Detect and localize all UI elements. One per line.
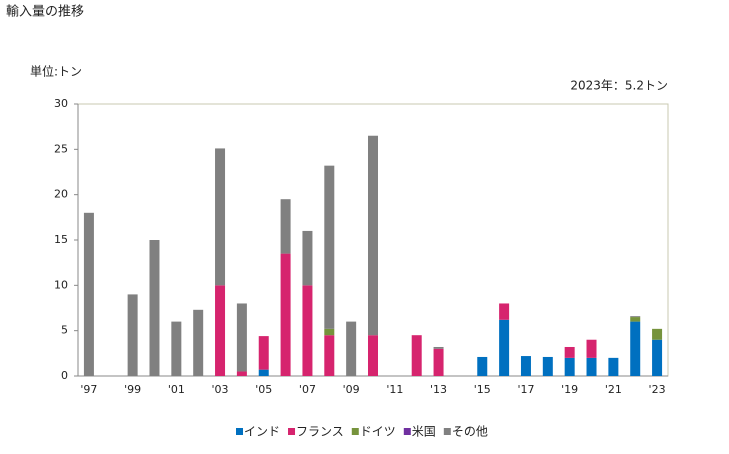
bar-segment xyxy=(258,369,269,376)
bar-segment xyxy=(236,303,247,372)
y-tick-label: 25 xyxy=(54,142,68,155)
bar-segment xyxy=(433,348,444,376)
bar-segment xyxy=(324,328,335,336)
x-tick-label: '07 xyxy=(299,383,316,396)
bar-segment xyxy=(608,357,619,376)
bar-segment xyxy=(520,356,531,376)
x-tick-label: '21 xyxy=(605,383,622,396)
bar-segment xyxy=(499,319,510,376)
bar-segment xyxy=(149,240,160,376)
bar-segment xyxy=(630,321,641,376)
bar-segment xyxy=(652,339,663,376)
bar-segment xyxy=(215,285,226,376)
x-tick-label: '03 xyxy=(212,383,229,396)
bar-segment xyxy=(368,135,378,336)
legend-swatch xyxy=(403,428,411,435)
bar-segment xyxy=(346,321,357,376)
chart-title: 輸入量の推移 xyxy=(6,5,84,20)
y-tick-label: 30 xyxy=(54,97,68,110)
bar-segment xyxy=(368,335,378,376)
bar-segment xyxy=(193,309,204,376)
bar-segment xyxy=(236,371,247,376)
annotation: 2023年：5.2トン xyxy=(570,79,668,93)
bar-segment xyxy=(302,285,313,376)
bar-segment xyxy=(652,328,663,340)
x-tick-label: '09 xyxy=(343,383,360,396)
x-tick-label: '05 xyxy=(255,383,272,396)
bar-segment xyxy=(411,335,422,376)
x-tick-label: '19 xyxy=(561,383,578,396)
legend-label: インド xyxy=(244,425,280,439)
bar-segment xyxy=(302,230,313,286)
bar-segment xyxy=(564,357,575,376)
bar-segment xyxy=(280,199,291,254)
legend-label: フランス xyxy=(296,425,344,439)
y-tick-label: 20 xyxy=(54,188,68,201)
bar-segment xyxy=(324,165,335,329)
bar-segment xyxy=(280,253,291,376)
x-tick-label: '99 xyxy=(124,383,141,396)
bar-segment xyxy=(258,336,269,370)
bar-segment xyxy=(83,212,94,376)
bar-segment xyxy=(630,317,641,322)
bar-segment xyxy=(171,321,182,376)
x-tick-label: '01 xyxy=(168,383,185,396)
y-tick-label: 0 xyxy=(61,369,68,382)
y-axis-label: 単位:トン xyxy=(30,64,82,79)
bar-segment xyxy=(586,357,597,376)
bar-segment xyxy=(542,356,553,376)
y-tick-label: 10 xyxy=(54,278,68,291)
legend-swatch xyxy=(351,428,359,435)
legend-label: その他 xyxy=(452,425,488,439)
x-tick-label: '17 xyxy=(517,383,534,396)
bar-segment xyxy=(586,339,597,358)
bar-segment xyxy=(215,148,226,286)
y-tick-label: 15 xyxy=(54,233,68,246)
y-tick-label: 5 xyxy=(61,324,68,337)
legend-swatch xyxy=(236,428,243,435)
legend-label: 米国 xyxy=(412,425,436,439)
bar-segment xyxy=(477,356,488,376)
x-tick-label: '15 xyxy=(474,383,491,396)
bar-segment xyxy=(564,346,575,358)
x-tick-label: '97 xyxy=(80,383,97,396)
x-tick-label: '13 xyxy=(430,383,447,396)
bar-segment xyxy=(630,316,641,318)
bar-segment xyxy=(433,346,444,349)
bar-segment xyxy=(127,294,138,376)
bar-segment xyxy=(324,335,335,376)
bar-segment xyxy=(499,303,510,320)
x-tick-label: '11 xyxy=(386,383,403,396)
legend-label: ドイツ xyxy=(360,425,396,439)
legend-swatch xyxy=(288,428,296,435)
x-tick-label: '23 xyxy=(649,383,666,396)
legend-swatch xyxy=(443,428,451,435)
